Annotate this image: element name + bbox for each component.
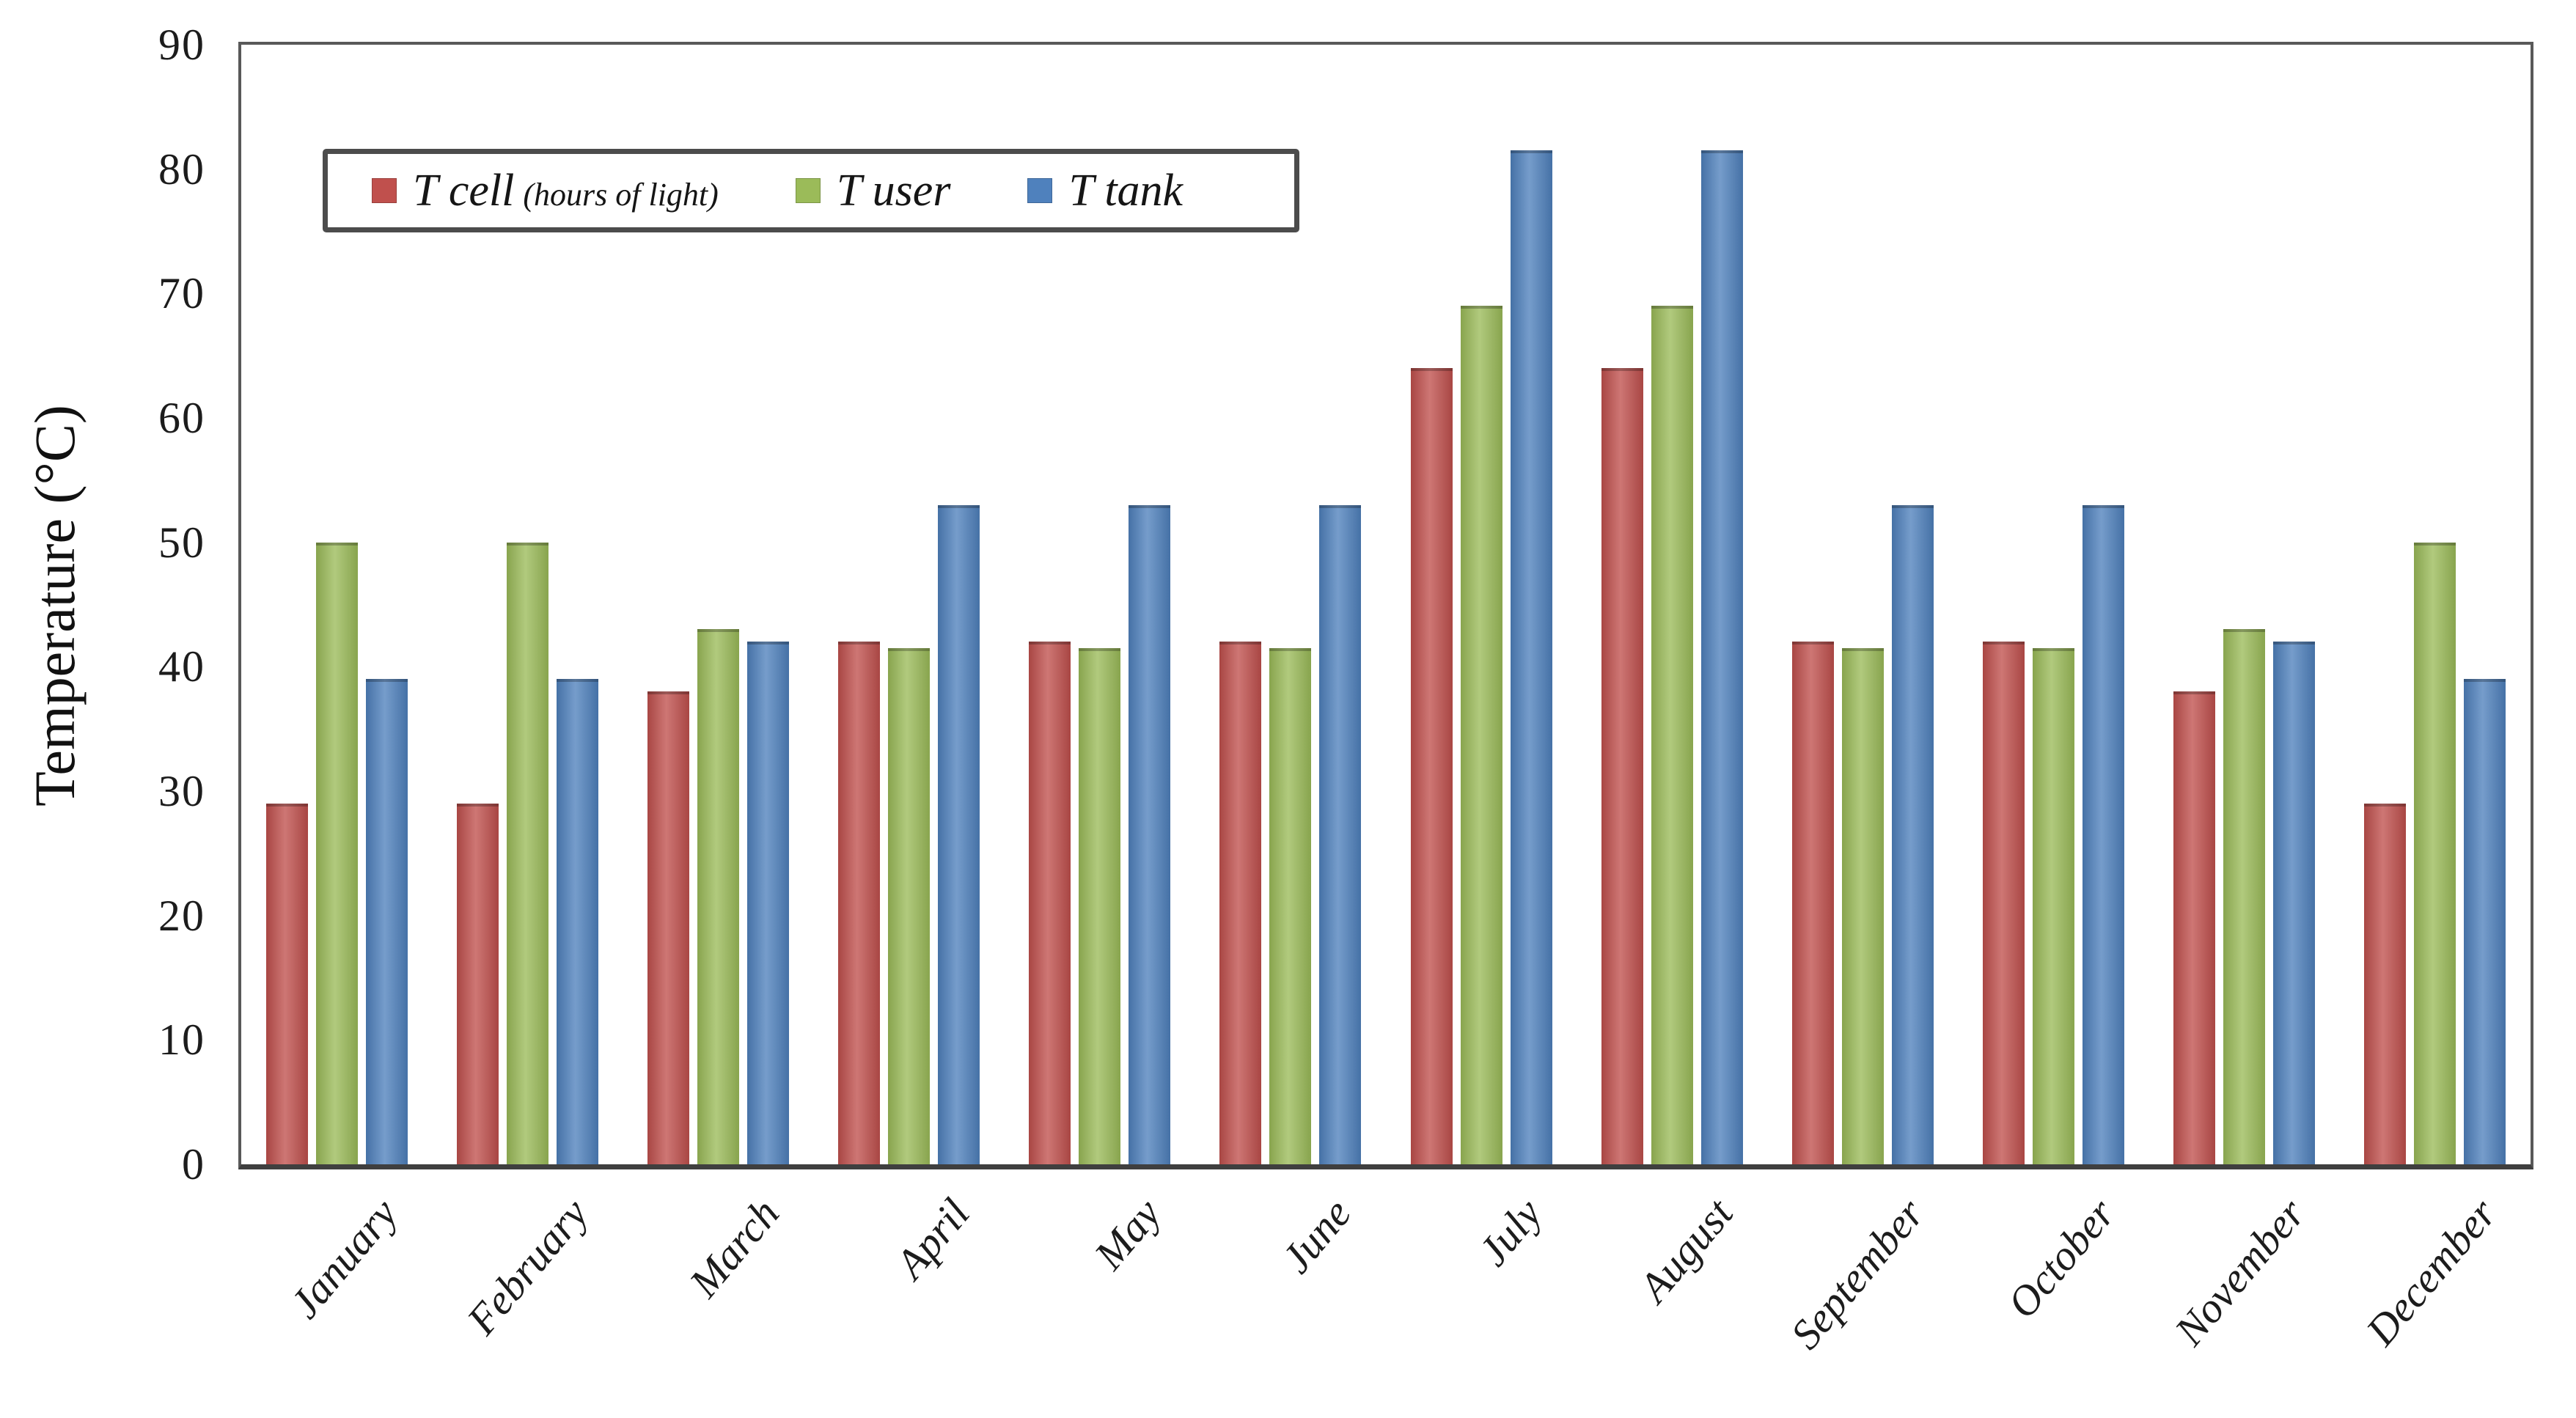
- x-tick-label: February: [458, 1189, 598, 1344]
- legend-label: T tank: [1068, 165, 1184, 216]
- bar-t-user-august: [1651, 306, 1693, 1164]
- legend-item-t-tank: T tank: [1027, 165, 1183, 217]
- legend-item-t-cell: T cell (hours of light): [372, 165, 719, 217]
- y-tick-label: 80: [158, 144, 205, 194]
- x-tick-label: October: [1997, 1189, 2124, 1328]
- bar-t-cell-may: [1029, 642, 1071, 1164]
- x-tick-label: December: [2356, 1189, 2506, 1354]
- bar-t-user-november: [2223, 629, 2266, 1164]
- bar-t-user-september: [1841, 647, 1884, 1164]
- x-tick-label: September: [1780, 1189, 1933, 1358]
- bar-t-cell-january: [265, 803, 308, 1164]
- y-tick-label: 90: [158, 21, 205, 69]
- y-tick-label: 70: [158, 269, 205, 318]
- bar-t-user-december: [2414, 542, 2456, 1164]
- legend-swatch-icon: [372, 178, 397, 203]
- bar-t-cell-april: [838, 642, 881, 1164]
- bar-t-tank-april: [938, 504, 980, 1164]
- bar-t-user-july: [1460, 306, 1502, 1164]
- bar-t-user-february: [506, 542, 548, 1164]
- bar-t-tank-june: [1319, 504, 1362, 1164]
- y-tick-label: 50: [158, 518, 205, 567]
- x-tick-label: April: [886, 1189, 980, 1287]
- bar-t-tank-october: [2083, 504, 2125, 1164]
- bar-t-cell-march: [647, 691, 689, 1164]
- bar-t-tank-january: [365, 679, 408, 1164]
- y-tick-label: 30: [158, 767, 205, 815]
- bar-t-user-june: [1269, 647, 1312, 1164]
- legend-label-suffix: (hours of light): [523, 176, 719, 213]
- bar-t-tank-september: [1891, 504, 1934, 1164]
- y-tick-label: 10: [158, 1015, 205, 1065]
- legend-item-t-user: T user: [795, 165, 951, 217]
- bar-t-cell-october: [1983, 642, 2025, 1164]
- y-tick-label: 20: [158, 891, 205, 940]
- bar-t-user-october: [2033, 647, 2075, 1164]
- y-tick-label: 60: [158, 394, 205, 442]
- bar-t-tank-july: [1510, 150, 1552, 1164]
- bar-t-cell-june: [1219, 642, 1262, 1164]
- x-tick-label: March: [680, 1189, 788, 1307]
- bar-t-cell-february: [456, 803, 499, 1164]
- legend-label: T cell (hours of light): [413, 165, 719, 216]
- bar-t-user-may: [1079, 647, 1121, 1164]
- bar-t-tank-december: [2464, 679, 2506, 1164]
- bar-t-cell-august: [1601, 368, 1643, 1164]
- legend: T cell (hours of light) T user T tank: [323, 149, 1299, 232]
- bar-t-tank-november: [2273, 642, 2316, 1164]
- y-tick-label: 0: [182, 1140, 205, 1189]
- x-tick-label: July: [1469, 1189, 1552, 1275]
- legend-label: T user: [836, 165, 951, 216]
- bar-t-user-april: [888, 647, 931, 1164]
- x-tick-label: November: [2165, 1189, 2315, 1355]
- bar-t-tank-march: [746, 642, 789, 1164]
- bar-t-cell-december: [2364, 803, 2407, 1164]
- bar-t-user-january: [315, 542, 358, 1164]
- x-tick-label: January: [280, 1189, 407, 1328]
- x-tick-label: June: [1272, 1189, 1361, 1282]
- bar-t-tank-february: [556, 679, 598, 1164]
- x-tick-label: August: [1629, 1189, 1742, 1311]
- bar-t-tank-may: [1129, 504, 1171, 1164]
- bar-t-cell-september: [1791, 642, 1834, 1164]
- bar-t-cell-november: [2173, 691, 2216, 1164]
- bar-t-user-march: [697, 629, 739, 1164]
- legend-swatch-icon: [795, 178, 821, 203]
- y-axis-title: Temperature (°C): [23, 405, 87, 807]
- bar-t-cell-july: [1410, 368, 1453, 1164]
- x-tick-label: May: [1085, 1189, 1170, 1279]
- y-tick-label: 40: [158, 642, 205, 691]
- bar-t-tank-august: [1700, 150, 1743, 1164]
- legend-swatch-icon: [1027, 178, 1053, 203]
